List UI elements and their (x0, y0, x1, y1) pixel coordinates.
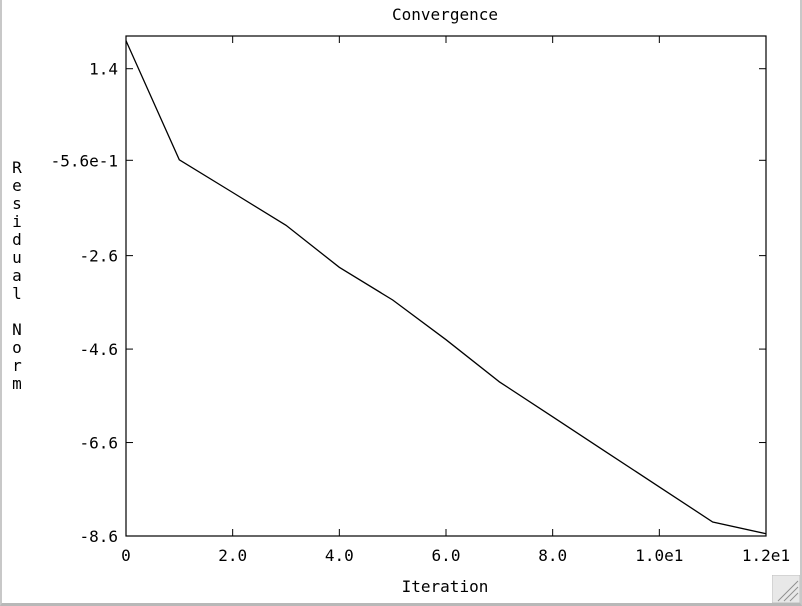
y-tick-label: -2.6 (79, 247, 118, 266)
resize-grip-icon[interactable] (772, 575, 800, 603)
series-layer (125, 40, 767, 535)
x-axis-ticks: 0 2.0 4.0 6.0 8.0 1.0e1 1.2e1 (121, 36, 790, 565)
y-tick-label: -5.6e-1 (51, 151, 118, 170)
residual-line (125, 40, 767, 535)
x-tick-label: 2.0 (218, 546, 247, 565)
y-tick-label: 1.4 (89, 60, 118, 79)
y-tick-label: -6.6 (79, 434, 118, 453)
chart-title: Convergence (392, 5, 498, 24)
x-tick-label: 6.0 (432, 546, 461, 565)
x-tick-label: 1.2e1 (742, 546, 790, 565)
x-tick-label: 0 (121, 546, 131, 565)
y-tick-label: -8.6 (79, 527, 118, 546)
x-axis-label: Iteration (402, 577, 489, 596)
x-tick-label: 1.0e1 (635, 546, 683, 565)
x-tick-label: 8.0 (538, 546, 567, 565)
plot-frame (125, 35, 767, 537)
x-tick-label: 4.0 (325, 546, 354, 565)
y-tick-label: -4.6 (79, 340, 118, 359)
y-axis-ticks: 1.4 -5.6e-1 -2.6 -4.6 -6.6 -8.6 (51, 60, 766, 546)
